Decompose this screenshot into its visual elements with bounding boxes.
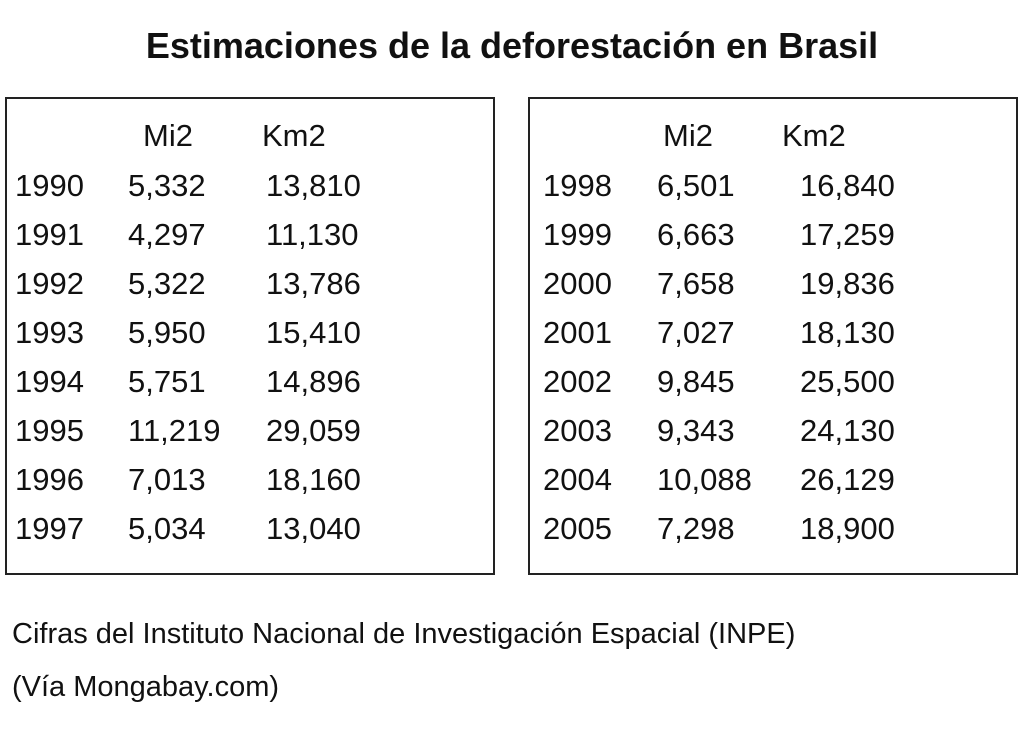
cell-value: 14,896 [266, 364, 361, 399]
cell-value: 5,332 [128, 168, 206, 203]
table-frame [528, 97, 1018, 575]
cell-value: 18,160 [266, 462, 361, 497]
column-header: Km2 [782, 118, 846, 153]
row-year: 1995 [15, 413, 84, 448]
column-header: Mi2 [663, 118, 713, 153]
title: Estimaciones de la deforestación en Bras… [145, 25, 879, 66]
row-year: 1990 [15, 168, 84, 203]
cell-value: 11,130 [266, 217, 359, 252]
cell-value: 6,663 [657, 217, 735, 252]
cell-value: 13,040 [266, 511, 361, 546]
cell-value: 5,950 [128, 315, 206, 350]
row-year: 2002 [543, 364, 612, 399]
row-year: 2005 [543, 511, 612, 546]
cell-value: 9,845 [657, 364, 735, 399]
column-header: Mi2 [143, 118, 193, 153]
row-year: 2001 [543, 315, 612, 350]
cell-value: 17,259 [800, 217, 895, 252]
cell-value: 4,297 [128, 217, 206, 252]
row-year: 1998 [543, 168, 612, 203]
row-year: 1993 [15, 315, 84, 350]
cell-value: 6,501 [657, 168, 735, 203]
cell-value: 26,129 [800, 462, 895, 497]
row-year: 1994 [15, 364, 84, 399]
cell-value: 9,343 [657, 413, 735, 448]
cell-value: 25,500 [800, 364, 895, 399]
cell-value: 5,322 [128, 266, 206, 301]
cell-value: 5,034 [128, 511, 206, 546]
cell-value: 7,013 [128, 462, 206, 497]
row-year: 1992 [15, 266, 84, 301]
row-year: 1991 [15, 217, 84, 252]
cell-value: 18,900 [800, 511, 895, 546]
cell-value: 7,298 [657, 511, 735, 546]
cell-value: 10,088 [657, 462, 752, 497]
cell-value: 11,219 [128, 413, 221, 448]
footnote: (Vía Mongabay.com) [12, 671, 280, 703]
footnote: Cifras del Instituto Nacional de Investi… [12, 618, 796, 650]
row-year: 2004 [543, 462, 612, 497]
cell-value: 7,658 [657, 266, 735, 301]
cell-value: 19,836 [800, 266, 895, 301]
row-year: 2000 [543, 266, 612, 301]
column-header: Km2 [262, 118, 326, 153]
row-year: 1999 [543, 217, 612, 252]
row-year: 2003 [543, 413, 612, 448]
cell-value: 18,130 [800, 315, 895, 350]
cell-value: 7,027 [657, 315, 735, 350]
cell-value: 24,130 [800, 413, 895, 448]
row-year: 1996 [15, 462, 84, 497]
cell-value: 13,786 [266, 266, 361, 301]
cell-value: 15,410 [266, 315, 361, 350]
row-year: 1997 [15, 511, 84, 546]
table-frame [5, 97, 495, 575]
cell-value: 5,751 [128, 364, 206, 399]
cell-value: 16,840 [800, 168, 895, 203]
cell-value: 13,810 [266, 168, 361, 203]
cell-value: 29,059 [266, 413, 361, 448]
